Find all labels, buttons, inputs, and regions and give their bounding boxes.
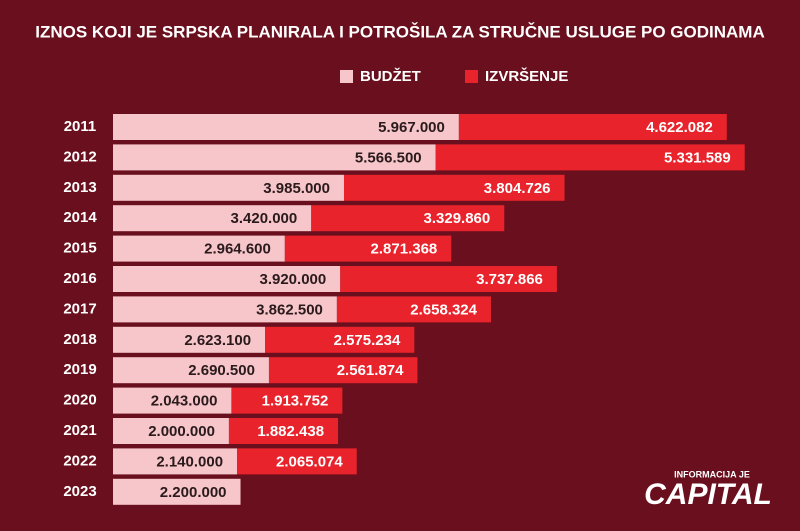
- y-tick-label: 2017: [63, 300, 96, 317]
- value-label: 5.967.000: [378, 119, 445, 136]
- value-label: 2.000.000: [148, 423, 215, 440]
- y-tick-label: 2018: [63, 331, 96, 348]
- value-label: 3.920.000: [259, 271, 326, 288]
- y-tick-label: 2020: [63, 392, 96, 409]
- value-label: 3.420.000: [231, 210, 298, 227]
- bar-segment: [113, 266, 341, 292]
- legend-swatch: [465, 70, 478, 83]
- value-label: 2.561.874: [337, 362, 404, 379]
- value-label: 5.331.589: [664, 149, 731, 166]
- value-label: 2.043.000: [151, 393, 218, 410]
- value-label: 5.566.500: [355, 149, 422, 166]
- y-tick-label: 2014: [63, 209, 97, 226]
- value-label: 3.329.860: [424, 210, 491, 227]
- bar-segment: [113, 235, 285, 262]
- value-label: 1.913.752: [262, 393, 329, 410]
- value-label: 1.882.438: [257, 423, 324, 440]
- bar-segment: [113, 448, 238, 475]
- bar-segment: [228, 418, 339, 444]
- bar-segment: [113, 326, 266, 353]
- value-label: 2.690.500: [188, 362, 255, 379]
- bar-segment: [113, 144, 436, 171]
- bar-segment: [113, 296, 337, 323]
- value-label: 2.140.000: [156, 453, 223, 470]
- logo-main: CAPITAL: [644, 478, 772, 511]
- value-label: 3.985.000: [263, 180, 330, 197]
- value-label: 4.622.082: [646, 119, 713, 136]
- legend-label: BUDŽET: [360, 67, 421, 85]
- y-tick-label: 2013: [63, 179, 96, 196]
- bar-segment: [311, 205, 505, 232]
- value-label: 3.737.866: [476, 271, 543, 288]
- bar-segment: [435, 144, 745, 171]
- value-label: 3.804.726: [484, 180, 551, 197]
- bar-segment: [113, 418, 229, 444]
- y-tick-label: 2015: [63, 240, 96, 257]
- legend-label: IZVRŠENJE: [485, 67, 568, 85]
- y-tick-label: 2011: [64, 118, 97, 135]
- y-tick-label: 2021: [63, 422, 96, 439]
- y-tick-label: 2023: [63, 483, 96, 500]
- y-tick-label: 2019: [63, 361, 96, 378]
- chart-title: IZNOS KOJI JE SRPSKA PLANIRALA I POTROŠI…: [35, 22, 764, 41]
- bar-segment: [113, 205, 312, 232]
- bar-segment: [113, 478, 241, 505]
- value-label: 2.964.600: [204, 241, 271, 258]
- bar-segment: [265, 326, 415, 353]
- logo-top: INFORMACIJA JE: [674, 469, 750, 479]
- bar-segment: [237, 448, 357, 475]
- bar-segment: [340, 266, 557, 292]
- legend-swatch: [340, 70, 353, 83]
- bar-segment: [113, 174, 344, 201]
- y-tick-label: 2012: [63, 148, 96, 165]
- value-label: 2.065.074: [276, 453, 343, 470]
- value-label: 2.623.100: [184, 332, 251, 349]
- bar-segment: [113, 357, 269, 384]
- value-label: 2.575.234: [334, 332, 401, 349]
- bar-segment: [268, 357, 418, 384]
- value-label: 2.200.000: [160, 484, 227, 501]
- bar-segment: [231, 387, 343, 414]
- bar-segment: [113, 114, 459, 140]
- value-label: 2.871.368: [371, 241, 438, 258]
- y-tick-label: 2022: [63, 452, 96, 469]
- value-label: 2.658.324: [410, 301, 477, 318]
- bar-segment: [284, 235, 452, 262]
- bar-segment: [343, 174, 565, 201]
- bar-segment: [458, 114, 727, 140]
- bar-segment: [336, 296, 491, 323]
- value-label: 3.862.500: [256, 301, 323, 318]
- y-tick-label: 2016: [63, 270, 96, 287]
- bar-segment: [113, 387, 232, 414]
